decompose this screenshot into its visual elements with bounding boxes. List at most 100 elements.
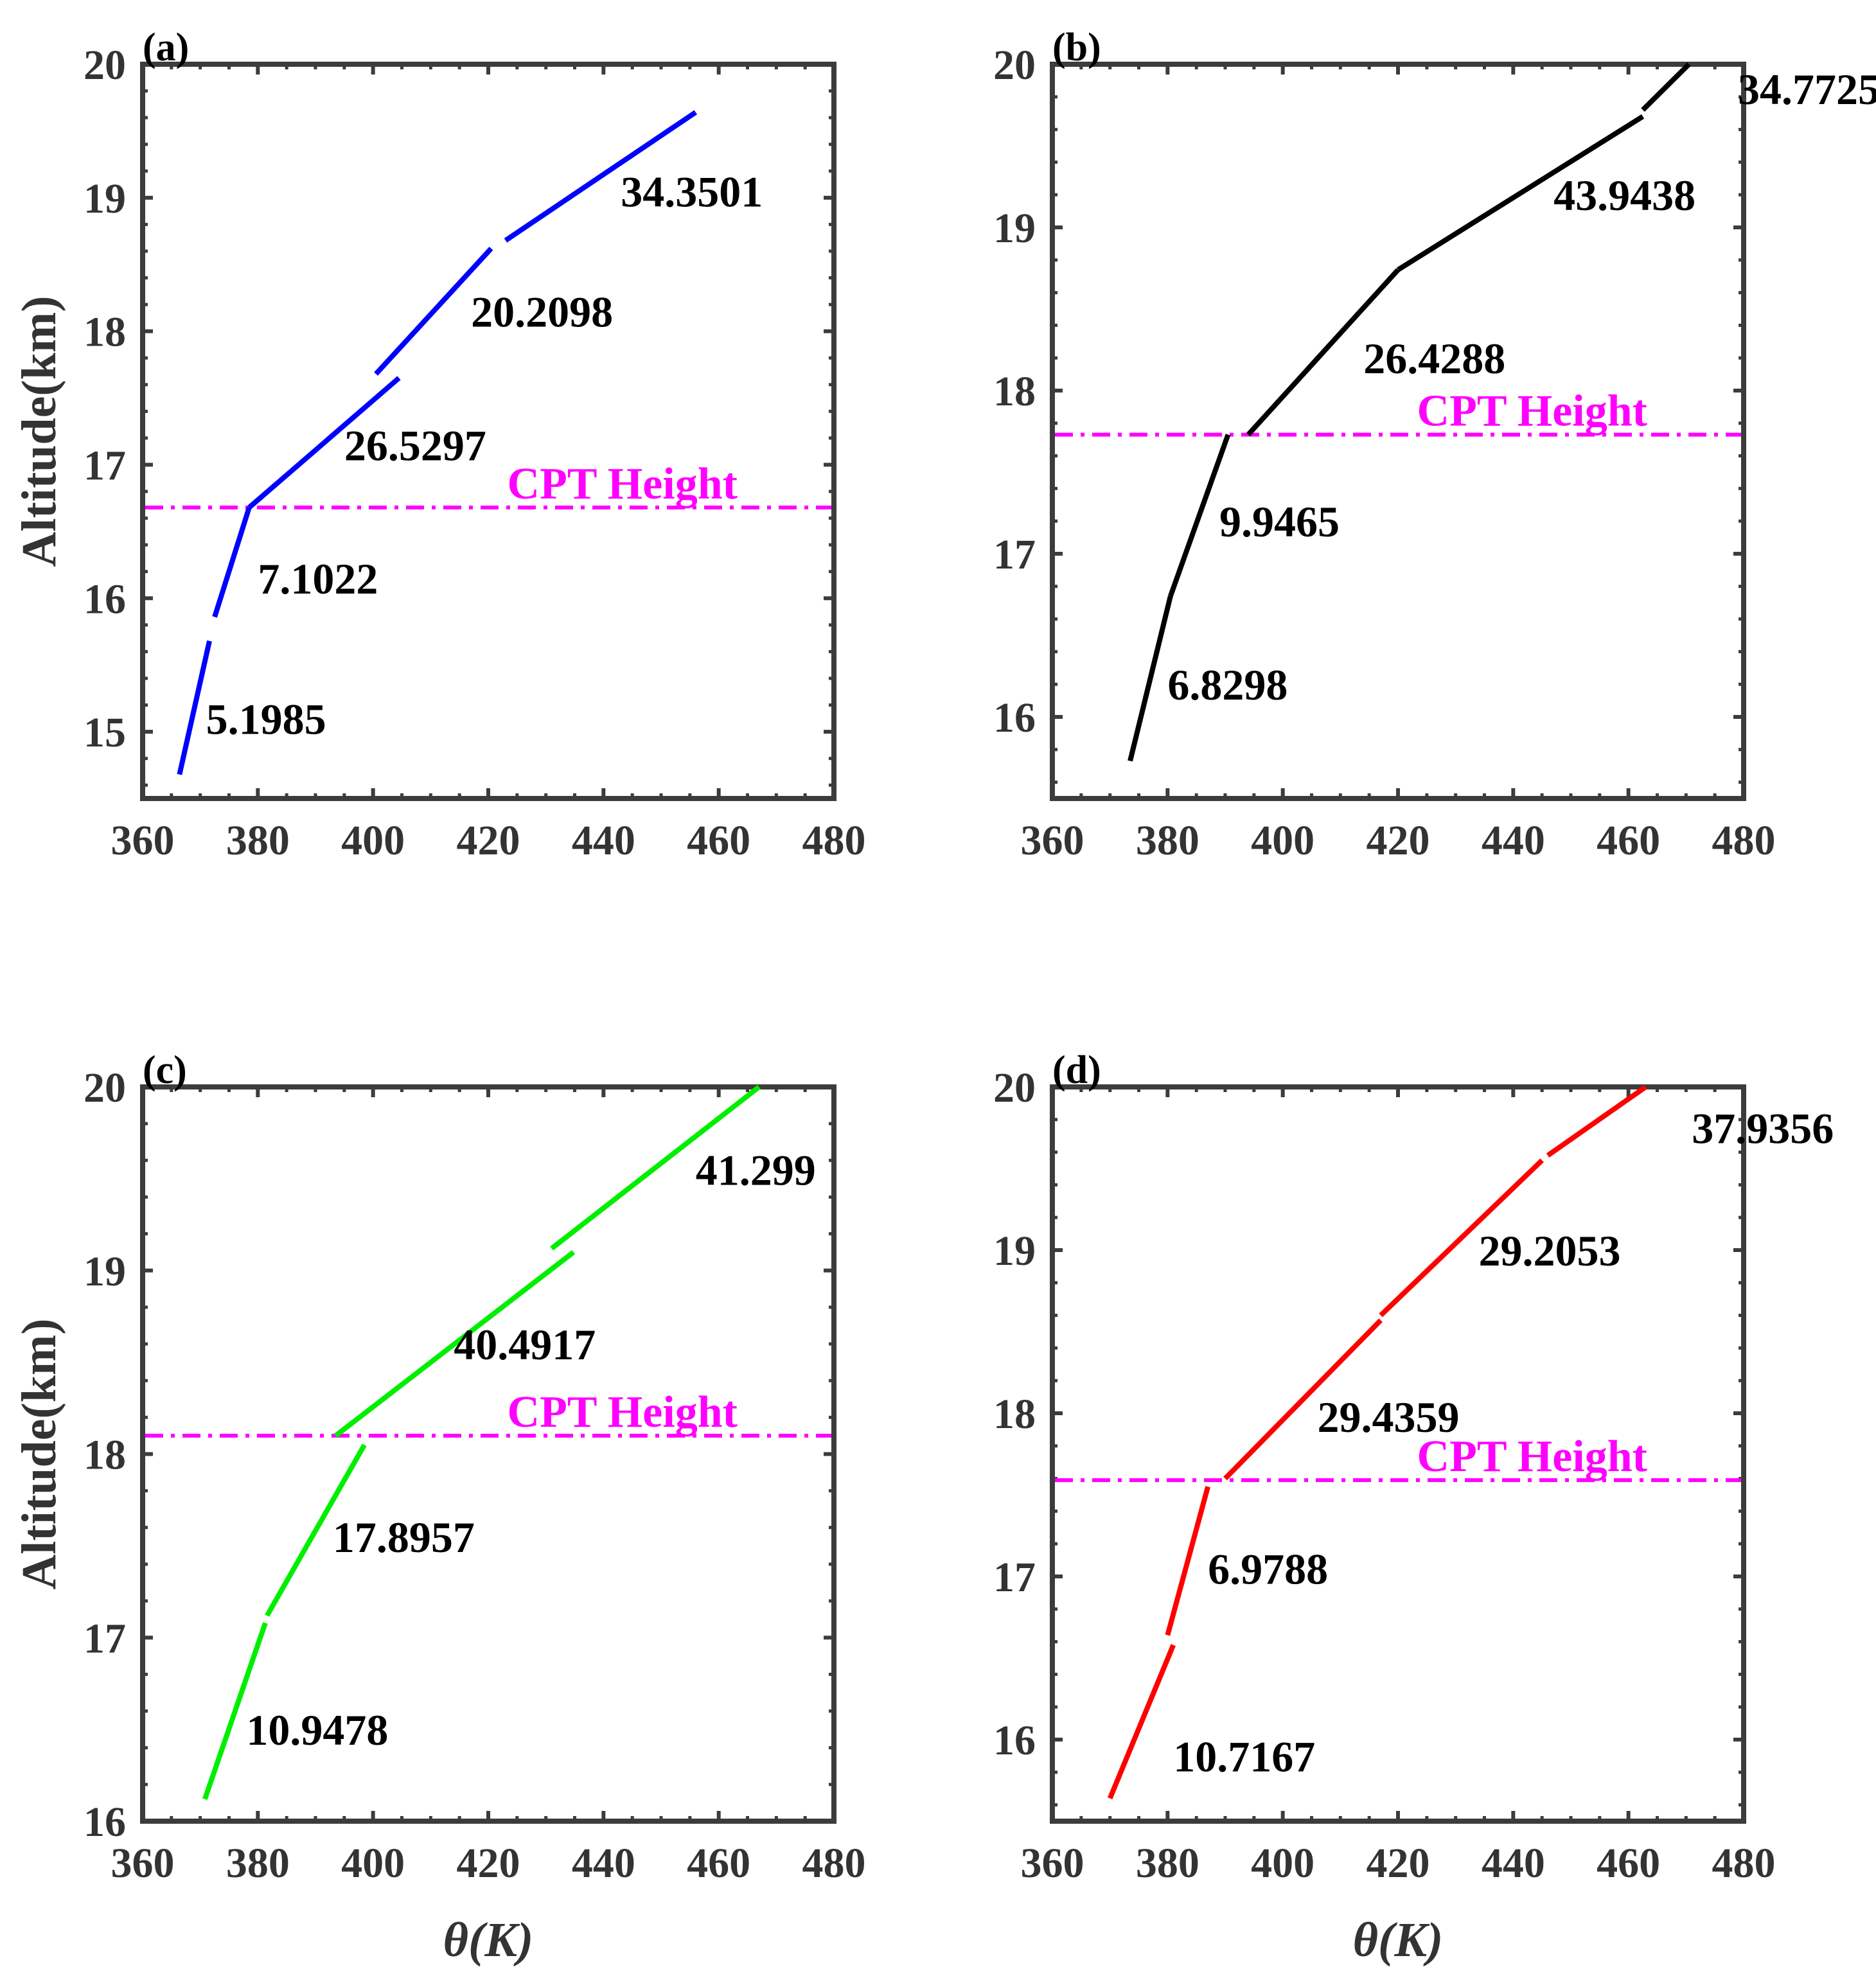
panel-label: (b) (1052, 26, 1101, 69)
y-tick-label: 20 (84, 1064, 126, 1111)
y-tick-label: 16 (993, 694, 1036, 741)
segment-gradient-label: 10.7167 (1173, 1732, 1315, 1781)
y-tick-label: 19 (84, 175, 126, 222)
y-tick-label: 17 (84, 1615, 126, 1662)
segment-gradient-label: 20.2098 (471, 287, 613, 336)
minor-ticks (1052, 1087, 1744, 1821)
data-segment (1396, 114, 1645, 272)
minor-ticks (1052, 64, 1744, 798)
x-tick-label: 460 (687, 1840, 750, 1887)
x-tick-label: 480 (1712, 817, 1776, 864)
segment-gradient-label: 29.2053 (1479, 1226, 1621, 1275)
x-tick-label: 420 (1367, 817, 1430, 864)
x-tick-label: 480 (802, 1840, 866, 1887)
panel-label: (a) (143, 26, 189, 69)
data-segment (550, 1084, 761, 1251)
minor-ticks (143, 64, 834, 798)
segment-gradient-label: 6.8298 (1167, 660, 1288, 709)
y-tick-label: 19 (993, 205, 1036, 252)
x-tick-label: 400 (341, 817, 405, 864)
panel-d: 360 380 400 420 440 460 480 16 17 18 19 20 CPT Heigh… (993, 1048, 1834, 1967)
data-segment (177, 640, 212, 775)
y-tick-label: 17 (993, 1554, 1036, 1601)
segment-gradient-label: 17.8957 (333, 1513, 475, 1562)
x-tick-label: 440 (572, 1840, 635, 1887)
segment-gradient-label: 26.5297 (344, 421, 486, 470)
data-segment (1546, 1084, 1647, 1158)
panel-label: (c) (143, 1048, 187, 1092)
data-segment (202, 1622, 268, 1801)
x-tick-label: 360 (111, 817, 175, 864)
data-segment (1165, 1486, 1210, 1636)
cpt-height-label: CPT Height (508, 459, 738, 509)
y-axis-title: Altitude(km) (12, 1318, 66, 1589)
segment-gradient-label: 10.9478 (246, 1706, 388, 1754)
y-tick-label: 18 (993, 368, 1036, 415)
x-tick-label: 420 (1367, 1840, 1430, 1887)
panel-b: 360 380 400 420 440 460 480 16 17 18 19 20 CPT Heigh… (993, 26, 1876, 864)
x-tick-label: 360 (111, 1840, 175, 1887)
y-tick-label: 18 (84, 309, 126, 356)
x-tick-label: 440 (572, 817, 635, 864)
x-tick-label: 380 (226, 817, 290, 864)
y-tick-label: 16 (993, 1717, 1036, 1764)
data-segment (1168, 434, 1231, 597)
x-tick-label: 380 (1136, 817, 1199, 864)
segment-gradient-label: 37.9356 (1692, 1104, 1834, 1153)
data-segment (374, 247, 493, 376)
cpt-height-label: CPT Height (508, 1388, 738, 1437)
y-tick-label: 18 (84, 1432, 126, 1479)
x-tick-label: 440 (1482, 817, 1545, 864)
segment-gradient-label: 7.1022 (258, 554, 378, 603)
panel-a: 360 380 400 420 440 460 480 15 16 17 18 19 20 CPT Hei… (12, 26, 866, 864)
x-tick-label: 440 (1482, 1840, 1545, 1887)
y-tick-label: 17 (84, 442, 126, 489)
data-segment (265, 1443, 367, 1617)
y-tick-label: 19 (993, 1228, 1036, 1275)
x-tick-label: 460 (1597, 817, 1660, 864)
segment-gradient-label: 43.9438 (1553, 171, 1695, 220)
data-segment (247, 376, 401, 509)
x-tick-label: 380 (1136, 1840, 1199, 1887)
y-tick-label: 15 (84, 709, 126, 756)
x-tick-label: 360 (1021, 817, 1084, 864)
y-tick-label: 20 (84, 42, 126, 89)
data-segment (1128, 595, 1173, 762)
data-segment (1223, 1318, 1383, 1481)
y-tick-label: 16 (84, 576, 126, 622)
data-segment (1379, 1158, 1544, 1318)
segment-gradient-label: 29.4359 (1317, 1393, 1459, 1442)
x-tick-label: 400 (341, 1840, 405, 1887)
data-segment (333, 1250, 576, 1438)
x-axis-title: θ(K) (1353, 1913, 1444, 1967)
x-tick-label: 420 (457, 817, 520, 864)
segment-gradient-label: 5.1985 (206, 694, 326, 743)
segment-gradient-label: 6.9788 (1208, 1544, 1328, 1593)
x-tick-label: 460 (687, 817, 750, 864)
y-axis-title: Altitude(km) (12, 296, 66, 567)
data-segment (1107, 1644, 1176, 1799)
x-axis-title: θ(K) (443, 1913, 534, 1967)
minor-ticks (143, 1087, 834, 1821)
x-tick-label: 400 (1251, 817, 1314, 864)
data-segment (504, 110, 698, 243)
data-segment (1641, 62, 1691, 112)
y-tick-label: 19 (84, 1248, 126, 1295)
x-tick-label: 480 (1712, 1840, 1776, 1887)
panel-c: 360 380 400 420 440 460 480 16 17 18 19 20 CPT Heigh… (12, 1048, 866, 1967)
data-segment (1246, 268, 1400, 437)
cpt-height-label: CPT Height (1417, 1432, 1647, 1481)
x-tick-label: 460 (1597, 1840, 1660, 1887)
cpt-height-label: CPT Height (1417, 387, 1647, 436)
x-tick-label: 480 (802, 817, 866, 864)
y-tick-label: 20 (993, 42, 1036, 89)
x-tick-label: 380 (226, 1840, 290, 1887)
x-tick-label: 420 (457, 1840, 520, 1887)
x-tick-label: 360 (1021, 1840, 1084, 1887)
segment-gradient-label: 26.4288 (1363, 334, 1505, 383)
y-tick-label: 16 (84, 1799, 126, 1846)
segment-gradient-label: 34.7725 (1738, 65, 1876, 114)
segment-gradient-label: 9.9465 (1219, 497, 1340, 546)
data-segment (212, 506, 252, 618)
